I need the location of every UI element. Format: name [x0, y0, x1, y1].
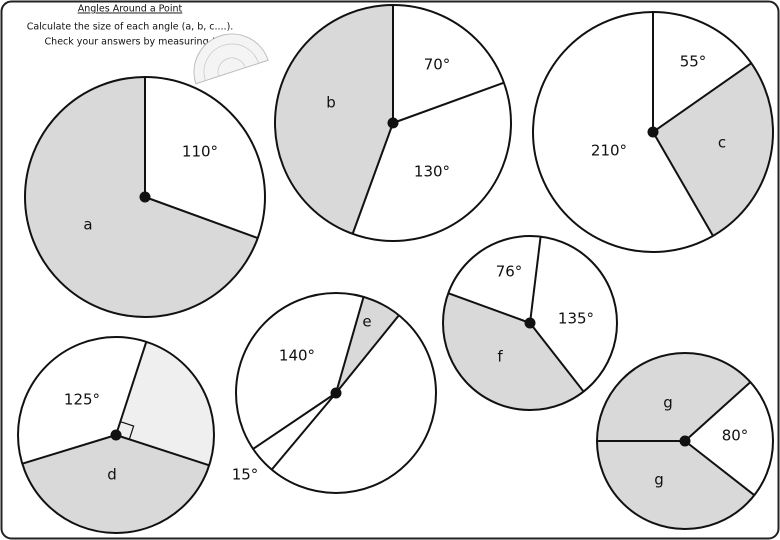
angle-circle: g 80° g	[596, 352, 774, 530]
angle-label: a	[83, 216, 92, 234]
center-dot	[139, 191, 151, 203]
angle-circle: 140° e 15°	[232, 292, 437, 494]
radius	[447, 292, 531, 324]
center-dot	[679, 435, 691, 447]
shaded-sector	[22, 435, 210, 533]
title: Angles Around a Point	[78, 4, 183, 15]
radius	[144, 196, 259, 239]
angle-label: 80°	[722, 427, 749, 445]
angle-label: 76°	[496, 263, 523, 281]
radius	[335, 296, 365, 394]
radius	[529, 322, 585, 393]
center-dot	[524, 317, 536, 329]
radius	[684, 440, 755, 496]
angle-circle: 70° 130° b	[274, 4, 512, 242]
angle-label: 125°	[64, 391, 100, 409]
circle-outline	[442, 235, 618, 411]
radius	[115, 434, 210, 467]
angle-label: 135°	[558, 310, 594, 328]
radius	[652, 62, 752, 133]
radius	[270, 392, 337, 471]
angle-label: g	[663, 394, 673, 412]
angle-label: b	[326, 94, 336, 112]
radius	[351, 122, 394, 235]
angle-label: e	[362, 313, 371, 331]
angle-label: 70°	[424, 56, 451, 74]
shaded-sector	[653, 63, 774, 236]
shaded-sector	[597, 353, 751, 441]
radius	[21, 434, 117, 465]
center-dot	[330, 387, 342, 399]
right-angle-mark	[120, 421, 135, 440]
angle-label: 110°	[182, 143, 218, 161]
radius	[652, 131, 714, 237]
shaded-sector	[275, 5, 393, 234]
shaded-sector	[597, 441, 755, 530]
angle-label: d	[107, 466, 117, 484]
angle-label: 55°	[680, 53, 707, 71]
shaded-sector	[116, 341, 214, 466]
angle-label: g	[654, 471, 664, 489]
angle-circle: 55° c 210°	[532, 11, 774, 253]
angle-label: 140°	[279, 347, 315, 365]
instruction: Check your answers by measuring !	[45, 37, 216, 48]
angle-label: 210°	[591, 142, 627, 160]
radius	[252, 392, 337, 450]
center-dot	[387, 117, 399, 129]
circle-outline	[235, 292, 437, 494]
angle-label: 130°	[414, 163, 450, 181]
radius	[529, 236, 542, 324]
shaded-sector	[442, 293, 584, 411]
radius	[684, 381, 752, 442]
angle-label: c	[718, 134, 726, 152]
instruction: Calculate the size of each angle (a, b, …	[27, 22, 234, 33]
radius	[115, 341, 148, 436]
angle-circle: 125° d	[17, 336, 215, 534]
angle-label: f	[497, 348, 503, 366]
shaded-sector	[336, 296, 399, 393]
center-dot	[110, 429, 122, 441]
circle-outline	[17, 336, 215, 534]
center-dot	[647, 126, 659, 138]
angle-circle: 110° a	[24, 76, 266, 318]
radius	[392, 81, 505, 124]
angle-label: 15°	[232, 466, 259, 484]
protractor-icon	[193, 33, 269, 85]
angle-circle: 76° 135° f	[442, 235, 618, 411]
radius	[335, 314, 400, 394]
